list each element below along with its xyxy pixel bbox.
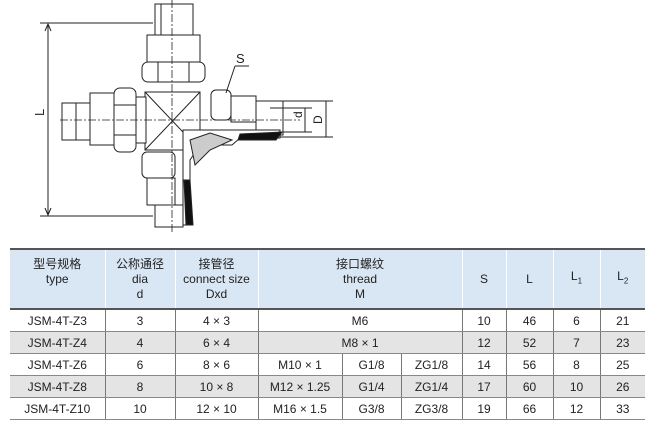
top-hex: [141, 61, 206, 83]
header-type: 型号规格 type: [10, 249, 105, 310]
table-row: JSM-4T-Z8 8 10 × 8 M12 × 1.25 G1/4 ZG1/4 17 60 1…: [10, 375, 645, 398]
header-connect: 接管径 connect size Dxd: [174, 249, 258, 310]
cell-thread: M8 × 1: [257, 331, 462, 354]
cell-L2: 26: [599, 375, 645, 398]
label-L: L: [32, 109, 47, 116]
cell-L1: 6: [552, 309, 600, 332]
cell-connect: 10 × 8: [174, 375, 258, 398]
cell-S: 12: [461, 331, 506, 354]
cell-thread: G3/8: [341, 397, 401, 420]
table-row: JSM-4T-Z6 6 8 × 6 M10 × 1 G1/8 ZG1/8 14 56 8 25: [10, 353, 645, 376]
label-D: D: [311, 115, 325, 124]
bottom-nut: [146, 177, 176, 206]
cell-type: JSM-4T-Z6: [10, 353, 105, 376]
cell-thread: M10 × 1: [257, 353, 342, 376]
cell-thread: ZG1/8: [400, 353, 462, 376]
top-nut: [146, 34, 201, 63]
label-S: S: [236, 51, 245, 66]
cell-S: 14: [461, 353, 506, 376]
left-tube: [61, 102, 93, 141]
cell-thread: ZG3/8: [400, 397, 462, 420]
cell-thread: M16 × 1.5: [257, 397, 342, 420]
cell-dia: 6: [104, 353, 175, 376]
bottom-hex: [141, 151, 176, 179]
cell-L: 60: [505, 375, 553, 398]
cell-S: 19: [461, 397, 506, 420]
cell-L2: 33: [599, 397, 645, 420]
cell-connect: 8 × 6: [174, 353, 258, 376]
cell-dia: 4: [104, 331, 175, 354]
cell-L: 46: [505, 309, 553, 332]
dimension-L: [40, 22, 153, 217]
cell-L: 66: [505, 397, 553, 420]
cell-L1: 12: [552, 397, 600, 420]
cell-dia: 10: [104, 397, 175, 420]
header-L1: L1: [552, 249, 600, 310]
cell-connect: 12 × 10: [174, 397, 258, 420]
spec-table: 型号规格 type 公称通径 dia d 接管径 connect size Dxd 接口螺…: [10, 248, 645, 420]
cell-L2: 21: [599, 309, 645, 332]
cell-type: JSM-4T-Z8: [10, 375, 105, 398]
cell-type: JSM-4T-Z10: [10, 397, 105, 420]
cell-L2: 25: [599, 353, 645, 376]
cell-thread: G1/8: [341, 353, 401, 376]
header-row: 型号规格 type 公称通径 dia d 接管径 connect size Dxd 接口螺…: [10, 249, 645, 310]
cell-L2: 23: [599, 331, 645, 354]
cell-L1: 10: [552, 375, 600, 398]
bottom-tube: [154, 204, 184, 228]
header-S: S: [461, 249, 506, 310]
header-thread: 接口螺纹 thread M: [257, 249, 462, 310]
cell-L: 56: [505, 353, 553, 376]
right-tube: [255, 100, 284, 136]
header-dia: 公称通径 dia d: [104, 249, 175, 310]
header-L2: L2: [599, 249, 645, 310]
cell-thread: G1/4: [341, 375, 401, 398]
dimension-d-D: [270, 100, 333, 138]
cell-dia: 3: [104, 309, 175, 332]
cell-L1: 8: [552, 353, 600, 376]
table-row: JSM-4T-Z10 10 12 × 10 M16 × 1.5 G3/8 ZG3/8 19 6…: [10, 397, 645, 420]
cell-connect: 4 × 3: [174, 309, 258, 332]
cell-dia: 8: [104, 375, 175, 398]
table-row: JSM-4T-Z4 4 6 × 4 M8 × 1 12 52 7 23: [10, 331, 645, 354]
cell-thread: M6: [257, 309, 462, 332]
top-tube: [154, 3, 194, 37]
table-row: JSM-4T-Z3 3 4 × 3 M6 10 46 6 21: [10, 309, 645, 332]
right-nut: [230, 95, 257, 123]
label-d: d: [291, 111, 305, 118]
cell-L: 52: [505, 331, 553, 354]
right-hex: [210, 89, 232, 121]
left-nut: [89, 92, 116, 146]
cell-L1: 7: [552, 331, 600, 354]
cell-S: 10: [461, 309, 506, 332]
fitting-drawing: L d D S: [32, 0, 333, 232]
cell-thread: M12 × 1.25: [257, 375, 342, 398]
header-L: L: [505, 249, 553, 310]
cell-type: JSM-4T-Z4: [10, 331, 105, 354]
cell-thread: ZG1/4: [400, 375, 462, 398]
cell-connect: 6 × 4: [174, 331, 258, 354]
cell-S: 17: [461, 375, 506, 398]
cell-type: JSM-4T-Z3: [10, 309, 105, 332]
